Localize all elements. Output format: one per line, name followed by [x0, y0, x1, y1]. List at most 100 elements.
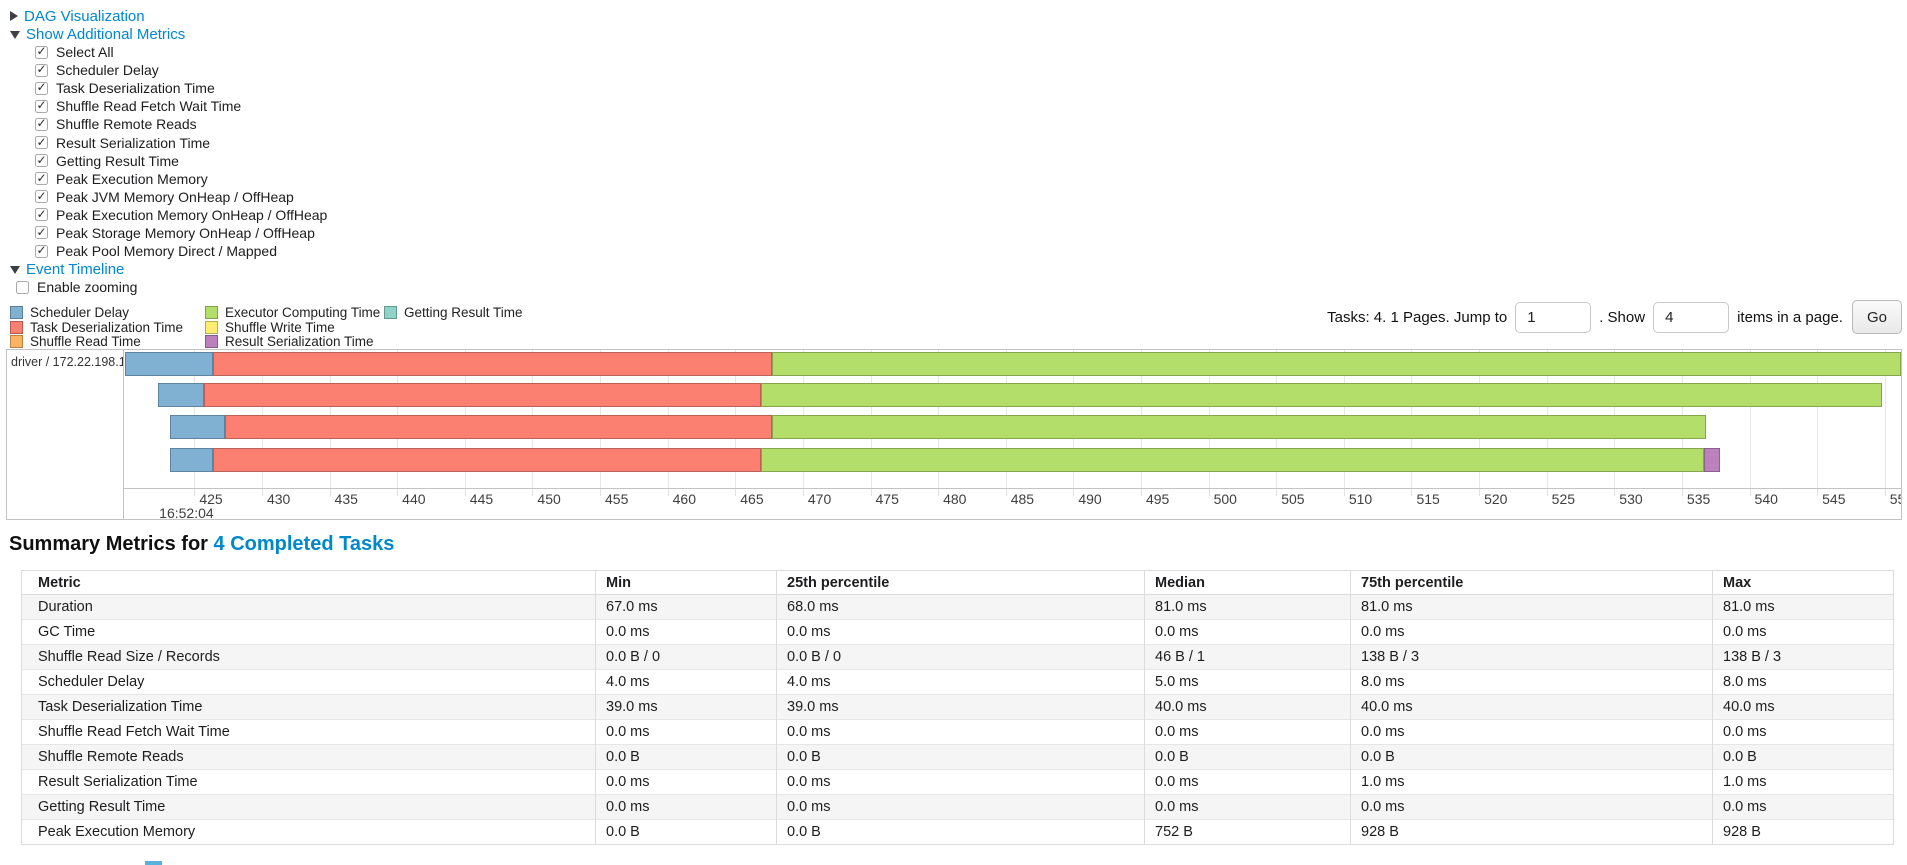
dag-visualization-toggle[interactable]: DAG Visualization	[8, 7, 1907, 25]
jump-to-page-input[interactable]	[1515, 301, 1592, 333]
axis-tick-mark	[464, 489, 466, 497]
axis-major-time-label: 16:52:04	[159, 505, 214, 520]
legend-column-3: Getting Result Time	[384, 305, 523, 320]
metric-value-cell: 40.0 ms	[1144, 694, 1351, 720]
legend-label: Task Deserialization Time	[30, 319, 184, 335]
axis-tick-label: 465	[740, 491, 764, 508]
metric-value-cell: 0.0 ms	[1712, 619, 1894, 645]
metric-value-cell: 928 B	[1712, 819, 1894, 845]
metric-value-cell: 0.0 B / 0	[595, 644, 777, 670]
metric-checkbox[interactable]	[35, 243, 48, 258]
summary-metrics-title: Summary Metrics for 4 Completed Tasks	[9, 533, 1907, 556]
metric-checkbox-row: Task Deserialization Time	[35, 79, 1907, 97]
axis-tick-mark	[802, 489, 804, 497]
enable-zooming-label: Enable zooming	[37, 279, 138, 296]
metric-name-cell: Task Deserialization Time	[21, 694, 596, 720]
task-pagination: Tasks: 4. 1 Pages. Jump to . Show items …	[1327, 300, 1902, 335]
metric-value-cell: 0.0 ms	[595, 794, 777, 820]
axis-tick-label: 525	[1551, 491, 1576, 508]
items-per-page-input[interactable]	[1653, 301, 1730, 333]
metric-checkbox[interactable]	[35, 98, 48, 113]
task-segment-task-deserialization[interactable]	[213, 352, 772, 377]
axis-tick-mark	[1005, 489, 1007, 497]
event-timeline-toggle[interactable]: Event Timeline	[8, 260, 1907, 278]
completed-tasks-link[interactable]: 4 Completed Tasks	[213, 533, 395, 556]
metric-name-cell: Scheduler Delay	[21, 669, 596, 695]
metric-value-cell: 0.0 B	[776, 819, 1145, 845]
show-additional-metrics-label: Show Additional Metrics	[26, 25, 186, 43]
metric-checkbox-label: Shuffle Read Fetch Wait Time	[56, 98, 242, 115]
metric-value-cell: 40.0 ms	[1350, 694, 1713, 720]
metric-checkbox-row: Select All	[35, 43, 1907, 61]
legend-item: Executor Computing Time	[205, 305, 380, 320]
metric-checkbox[interactable]	[35, 207, 48, 222]
table-row: Shuffle Remote Reads 0.0 B 0.0 B 0.0 B 0.0 B…	[21, 744, 1894, 770]
metric-name-cell: Duration	[21, 594, 596, 620]
metric-checkbox-row: Peak Storage Memory OnHeap / OffHeap	[35, 224, 1907, 242]
metric-value-cell: 8.0 ms	[1350, 669, 1713, 695]
metric-name-cell: GC Time	[21, 619, 596, 645]
metric-checkbox-row: Scheduler Delay	[35, 61, 1907, 79]
metric-checkbox[interactable]	[35, 62, 48, 77]
metric-checkbox[interactable]	[35, 189, 48, 204]
enable-zooming-checkbox[interactable]	[16, 280, 29, 294]
metric-name-cell: Shuffle Read Size / Records	[21, 644, 596, 670]
axis-tick-label: 530	[1619, 491, 1643, 508]
metric-value-cell: 68.0 ms	[776, 594, 1145, 620]
task-segment-task-deserialization[interactable]	[213, 448, 761, 473]
metric-value-cell: 0.0 ms	[776, 619, 1145, 645]
task-segment-executor-computing[interactable]	[771, 352, 1901, 377]
axis-tick-label: 475	[875, 491, 899, 508]
metric-value-cell: 0.0 B / 0	[776, 644, 1145, 670]
column-header: Min	[595, 570, 777, 596]
legend-swatch	[205, 335, 218, 349]
table-header-row: Metric Min 25th percentile Median 75th perce…	[21, 570, 1894, 596]
metric-checkbox[interactable]	[35, 225, 48, 240]
metric-value-cell: 0.0 ms	[776, 719, 1145, 745]
metric-value-cell: 39.0 ms	[776, 694, 1145, 720]
task-segment-scheduler-delay[interactable]	[169, 448, 214, 473]
task-segment-result-serialization[interactable]	[1703, 448, 1720, 473]
task-segment-scheduler-delay[interactable]	[125, 352, 214, 377]
metric-value-cell: 0.0 B	[595, 819, 777, 845]
task-segment-task-deserialization[interactable]	[203, 383, 761, 408]
metric-checkbox[interactable]	[35, 153, 48, 168]
metric-value-cell: 0.0 ms	[1712, 719, 1894, 745]
legend-item: Getting Result Time	[384, 305, 523, 320]
axis-tick-label: 515	[1416, 491, 1440, 508]
metric-value-cell: 0.0 ms	[776, 769, 1145, 795]
task-segment-executor-computing[interactable]	[760, 383, 1883, 408]
task-segment-executor-computing[interactable]	[760, 448, 1704, 473]
legend-swatch	[10, 306, 23, 320]
metric-checkbox[interactable]	[35, 80, 48, 95]
task-segment-executor-computing[interactable]	[771, 415, 1707, 440]
axis-tick-mark	[397, 489, 399, 497]
metric-name-cell: Peak Execution Memory	[21, 819, 596, 845]
axis-tick-label: 470	[807, 491, 832, 508]
legend-swatch	[10, 320, 23, 334]
table-row: GC Time 0.0 ms 0.0 ms 0.0 ms 0.0 ms 0.0 ms	[21, 619, 1894, 645]
axis-tick-label: 490	[1078, 491, 1102, 508]
legend-label: Scheduler Delay	[30, 305, 130, 321]
task-segment-scheduler-delay[interactable]	[157, 383, 204, 408]
metric-checkbox[interactable]	[35, 116, 48, 131]
metric-value-cell: 0.0 ms	[1350, 619, 1713, 645]
metric-value-cell: 0.0 ms	[1350, 719, 1713, 745]
axis-tick-mark	[1614, 489, 1616, 497]
metric-value-cell: 39.0 ms	[595, 694, 777, 720]
metric-checkbox[interactable]	[35, 135, 48, 150]
metric-value-cell: 0.0 ms	[1712, 794, 1894, 820]
metric-checkbox[interactable]	[35, 44, 48, 59]
axis-tick-mark	[1817, 489, 1819, 497]
metric-checkbox[interactable]	[35, 171, 48, 186]
show-additional-metrics-toggle[interactable]: Show Additional Metrics	[8, 25, 1907, 43]
go-button[interactable]: Go	[1851, 300, 1902, 335]
metric-value-cell: 81.0 ms	[1144, 594, 1351, 620]
pagination-mid: . Show	[1599, 308, 1646, 326]
metric-checkbox-row: Shuffle Read Fetch Wait Time	[35, 97, 1907, 115]
task-segment-scheduler-delay[interactable]	[169, 415, 226, 440]
task-segment-task-deserialization[interactable]	[225, 415, 772, 440]
table-row: Peak Execution Memory 0.0 B 0.0 B 752 B 928 …	[21, 819, 1894, 845]
